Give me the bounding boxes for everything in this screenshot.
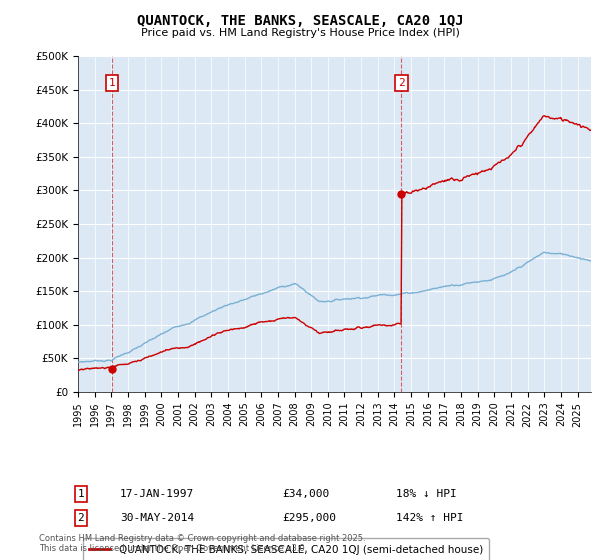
Legend: QUANTOCK, THE BANKS, SEASCALE, CA20 1QJ (semi-detached house), HPI: Average pric: QUANTOCK, THE BANKS, SEASCALE, CA20 1QJ … [83, 538, 489, 560]
Text: 2: 2 [398, 78, 405, 88]
Text: 2: 2 [77, 513, 85, 523]
Text: 142% ↑ HPI: 142% ↑ HPI [396, 513, 464, 523]
Text: £295,000: £295,000 [282, 513, 336, 523]
Text: 18% ↓ HPI: 18% ↓ HPI [396, 489, 457, 499]
Text: 30-MAY-2014: 30-MAY-2014 [120, 513, 194, 523]
Text: £34,000: £34,000 [282, 489, 329, 499]
Text: 1: 1 [109, 78, 115, 88]
Text: QUANTOCK, THE BANKS, SEASCALE, CA20 1QJ: QUANTOCK, THE BANKS, SEASCALE, CA20 1QJ [137, 14, 463, 28]
Text: 1: 1 [77, 489, 85, 499]
Text: Price paid vs. HM Land Registry's House Price Index (HPI): Price paid vs. HM Land Registry's House … [140, 28, 460, 38]
Text: Contains HM Land Registry data © Crown copyright and database right 2025.
This d: Contains HM Land Registry data © Crown c… [39, 534, 365, 553]
Text: 17-JAN-1997: 17-JAN-1997 [120, 489, 194, 499]
